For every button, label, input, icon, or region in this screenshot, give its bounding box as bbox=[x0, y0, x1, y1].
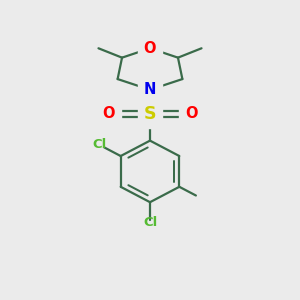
Text: Cl: Cl bbox=[93, 138, 107, 151]
Text: O: O bbox=[144, 41, 156, 56]
Text: O: O bbox=[185, 106, 197, 122]
Text: S: S bbox=[144, 105, 156, 123]
Text: O: O bbox=[103, 106, 115, 122]
Text: N: N bbox=[144, 82, 156, 97]
Text: Cl: Cl bbox=[143, 216, 157, 229]
